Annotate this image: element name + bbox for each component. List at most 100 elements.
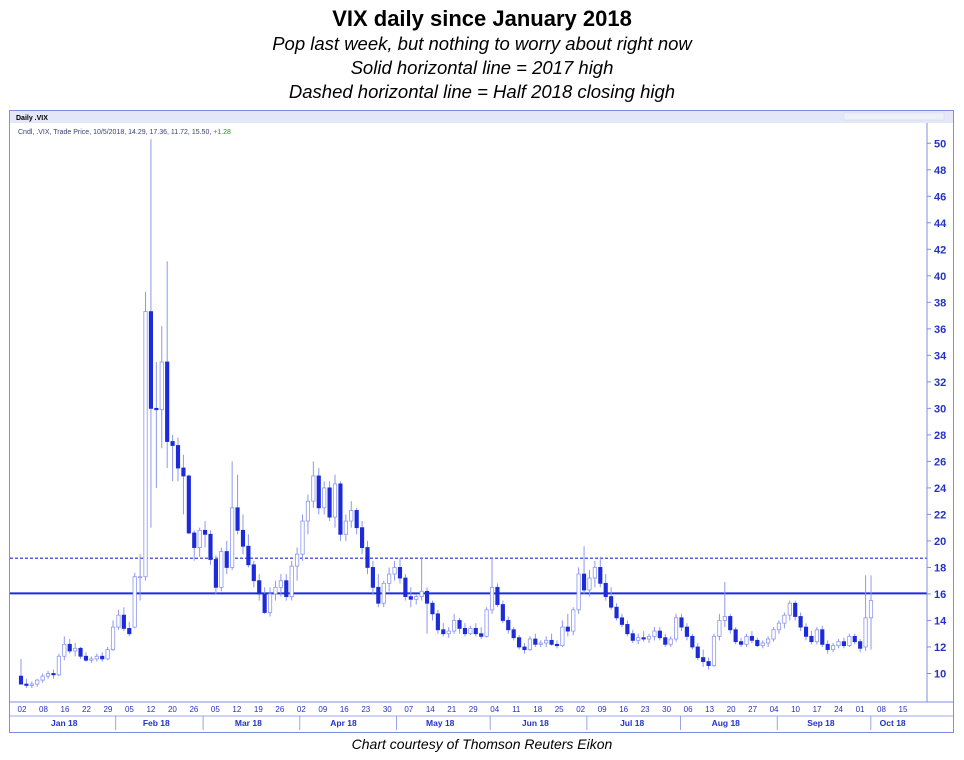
candle xyxy=(511,627,516,641)
chart-tab-label: Daily .VIX xyxy=(16,115,48,122)
candle-body xyxy=(18,675,24,685)
candle-body xyxy=(430,602,435,615)
candle xyxy=(571,607,576,636)
candle xyxy=(267,587,273,617)
candle-body xyxy=(219,551,224,588)
candle-body xyxy=(738,641,744,645)
candle-body xyxy=(83,655,89,661)
candle-body xyxy=(603,582,608,598)
chart-title: VIX daily since January 2018 xyxy=(332,6,632,31)
x-tick-label: 25 xyxy=(555,705,564,714)
candle-body xyxy=(35,679,40,685)
candle-body xyxy=(121,614,126,629)
candle-body xyxy=(728,616,733,631)
month-label: Oct 18 xyxy=(880,718,906,728)
candle-body xyxy=(370,567,375,588)
candle-body xyxy=(397,567,403,579)
candle xyxy=(154,361,159,488)
candle xyxy=(67,639,72,654)
x-tick-label: 27 xyxy=(748,705,757,714)
y-tick-label: 46 xyxy=(934,191,946,203)
candle-body xyxy=(311,475,316,502)
candle-body xyxy=(403,577,408,598)
candle-body xyxy=(116,614,121,628)
candle xyxy=(527,636,532,651)
month-label: Jun 18 xyxy=(522,718,549,728)
candle xyxy=(479,627,484,640)
y-tick-label: 40 xyxy=(934,271,946,283)
candle xyxy=(560,620,565,647)
chart-info-change: +1.28 xyxy=(213,129,231,136)
candle xyxy=(370,560,375,594)
candle-body xyxy=(100,655,105,660)
candle xyxy=(327,481,332,522)
candle xyxy=(452,613,457,634)
candle-body xyxy=(289,565,294,598)
candle xyxy=(793,600,798,621)
candle-body xyxy=(110,626,116,651)
candle xyxy=(246,534,251,568)
candle-body xyxy=(749,635,754,641)
x-tick-label: 17 xyxy=(813,705,822,714)
candle xyxy=(868,575,874,650)
candle-body xyxy=(814,629,819,643)
candle xyxy=(495,583,500,608)
x-tick-label: 18 xyxy=(533,705,542,714)
month-label: May 18 xyxy=(426,718,455,728)
candle xyxy=(159,326,164,449)
y-tick-label: 42 xyxy=(934,244,946,256)
month-label: Sep 18 xyxy=(807,718,835,728)
candle xyxy=(646,633,652,643)
candle xyxy=(424,587,430,634)
candle-body xyxy=(614,606,619,619)
y-tick-label: 10 xyxy=(934,668,946,680)
candle-body xyxy=(213,559,218,588)
candle-body xyxy=(278,580,283,588)
subtitle-line-1: Pop last week, but nothing to worry abou… xyxy=(272,33,692,54)
candle-body xyxy=(230,507,235,568)
x-tick-label: 06 xyxy=(684,705,693,714)
candle xyxy=(219,547,224,592)
candle-body xyxy=(527,638,532,651)
candle xyxy=(663,633,668,647)
candle-body xyxy=(457,620,462,629)
candle-body xyxy=(825,643,830,651)
candle-body xyxy=(354,510,359,529)
candle-body xyxy=(332,483,338,518)
candle xyxy=(625,620,630,637)
candle xyxy=(414,593,419,605)
candle-body xyxy=(343,520,348,535)
candle-body xyxy=(554,643,560,647)
candle xyxy=(116,609,121,630)
candle-body xyxy=(224,551,229,568)
candle-body xyxy=(387,573,392,584)
x-tick-label: 07 xyxy=(404,705,413,714)
candle xyxy=(240,514,246,555)
candle xyxy=(831,643,836,653)
candle xyxy=(668,636,673,647)
candle-body xyxy=(868,600,874,619)
y-tick-label: 24 xyxy=(934,483,947,495)
candle-body xyxy=(657,630,662,639)
candle xyxy=(517,635,522,650)
candle xyxy=(273,580,278,601)
candle-body xyxy=(29,683,34,686)
x-tick-label: 02 xyxy=(18,705,27,714)
candle xyxy=(338,481,343,541)
candle xyxy=(609,587,614,610)
candle-body xyxy=(684,626,690,637)
x-tick-label: 21 xyxy=(447,705,456,714)
x-tick-label: 08 xyxy=(39,705,48,714)
candle xyxy=(766,636,771,647)
candle xyxy=(132,572,137,629)
candle-body xyxy=(159,361,164,411)
candle xyxy=(110,620,116,651)
candle-body xyxy=(646,635,652,640)
candle xyxy=(441,623,446,637)
candle-body xyxy=(181,467,186,477)
candle-body xyxy=(711,635,717,666)
candle xyxy=(657,627,662,641)
candle xyxy=(343,514,348,541)
candle xyxy=(782,612,787,629)
candle-body xyxy=(349,510,354,522)
